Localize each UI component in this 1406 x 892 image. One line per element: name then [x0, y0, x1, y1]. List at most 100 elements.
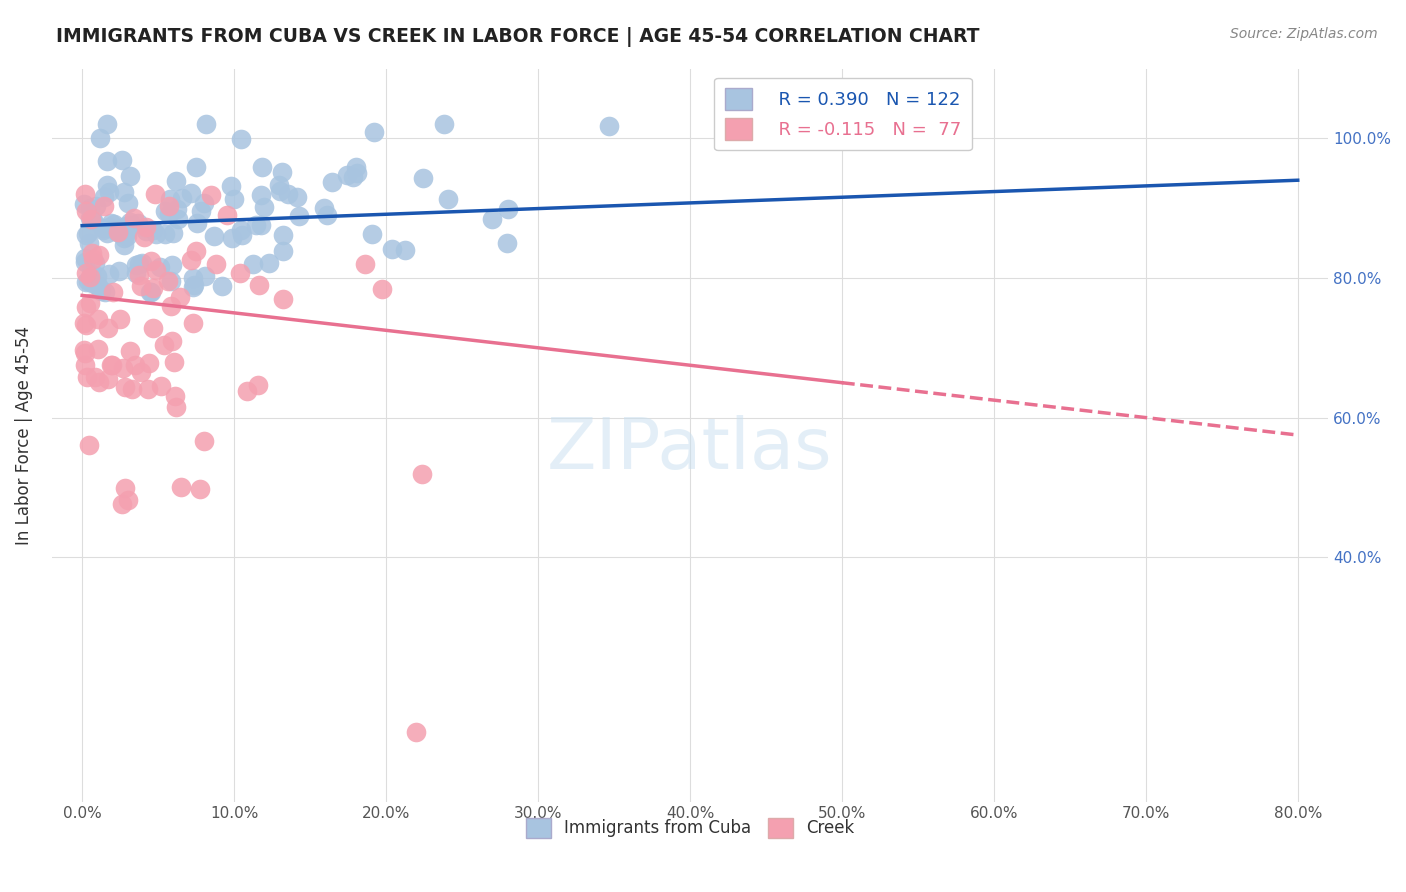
- Point: [229, 132, 252, 146]
- Point: [411, 467, 433, 481]
- Point: [115, 226, 138, 240]
- Point: [118, 215, 141, 229]
- Point: [80, 277, 103, 291]
- Point: [257, 256, 280, 270]
- Point: [118, 169, 141, 183]
- Point: [285, 190, 308, 204]
- Point: [346, 165, 368, 179]
- Point: [111, 361, 134, 376]
- Point: [101, 285, 124, 299]
- Point: [80, 245, 103, 260]
- Point: [87, 311, 110, 326]
- Point: [181, 316, 204, 330]
- Point: [273, 292, 295, 306]
- Point: [138, 382, 160, 396]
- Point: [433, 117, 456, 131]
- Point: [250, 160, 273, 174]
- Point: [394, 243, 416, 257]
- Point: [142, 321, 165, 335]
- Point: [181, 280, 204, 294]
- Point: [86, 279, 108, 293]
- Point: [229, 266, 252, 280]
- Point: [145, 227, 167, 241]
- Point: [117, 195, 139, 210]
- Point: [100, 215, 122, 229]
- Point: [481, 212, 503, 227]
- Point: [271, 244, 294, 258]
- Point: [75, 318, 97, 332]
- Point: [111, 153, 134, 167]
- Point: [143, 187, 166, 202]
- Point: [112, 185, 135, 199]
- Point: [371, 282, 394, 296]
- Point: [221, 178, 243, 193]
- Point: [90, 284, 112, 298]
- Point: [82, 213, 104, 227]
- Point: [200, 188, 222, 202]
- Point: [205, 257, 228, 271]
- Point: [96, 154, 118, 169]
- Point: [79, 211, 101, 226]
- Point: [344, 161, 367, 175]
- Point: [97, 220, 120, 235]
- Point: [121, 382, 143, 396]
- Point: [100, 358, 122, 372]
- Point: [315, 207, 337, 221]
- Point: [89, 375, 111, 389]
- Point: [153, 227, 176, 241]
- Point: [76, 370, 98, 384]
- Point: [193, 434, 215, 448]
- Point: [165, 174, 187, 188]
- Point: [114, 380, 136, 394]
- Point: [166, 202, 188, 216]
- Point: [288, 209, 311, 223]
- Text: IMMIGRANTS FROM CUBA VS CREEK IN LABOR FORCE | AGE 45-54 CORRELATION CHART: IMMIGRANTS FROM CUBA VS CREEK IN LABOR F…: [56, 27, 980, 46]
- Point: [236, 384, 259, 398]
- Point: [128, 257, 150, 271]
- Point: [160, 274, 183, 288]
- Point: [75, 204, 97, 219]
- Point: [142, 223, 165, 237]
- Text: Source: ZipAtlas.com: Source: ZipAtlas.com: [1230, 27, 1378, 41]
- Point: [162, 226, 184, 240]
- Point: [73, 251, 96, 265]
- Point: [110, 221, 132, 235]
- Point: [152, 337, 174, 351]
- Point: [84, 199, 107, 213]
- Point: [231, 227, 253, 242]
- Point: [79, 201, 101, 215]
- Point: [247, 378, 270, 392]
- Point: [160, 299, 183, 313]
- Point: [149, 379, 172, 393]
- Point: [82, 252, 104, 266]
- Point: [242, 257, 264, 271]
- Point: [75, 300, 97, 314]
- Point: [211, 279, 233, 293]
- Point: [405, 724, 427, 739]
- Point: [117, 493, 139, 508]
- Point: [194, 117, 217, 131]
- Point: [115, 219, 138, 234]
- Point: [163, 389, 186, 403]
- Point: [159, 192, 181, 206]
- Point: [360, 227, 382, 242]
- Point: [129, 278, 152, 293]
- Point: [222, 193, 245, 207]
- Point: [193, 195, 215, 210]
- Point: [80, 212, 103, 227]
- Point: [117, 222, 139, 236]
- Point: [96, 226, 118, 240]
- Point: [129, 365, 152, 379]
- Point: [188, 483, 211, 497]
- Point: [381, 243, 404, 257]
- Point: [120, 343, 142, 358]
- Point: [312, 202, 335, 216]
- Point: [141, 253, 163, 268]
- Point: [139, 285, 162, 299]
- Point: [97, 372, 120, 386]
- Point: [96, 117, 118, 131]
- Point: [75, 227, 97, 242]
- Point: [163, 355, 186, 369]
- Point: [215, 208, 238, 222]
- Point: [269, 178, 291, 192]
